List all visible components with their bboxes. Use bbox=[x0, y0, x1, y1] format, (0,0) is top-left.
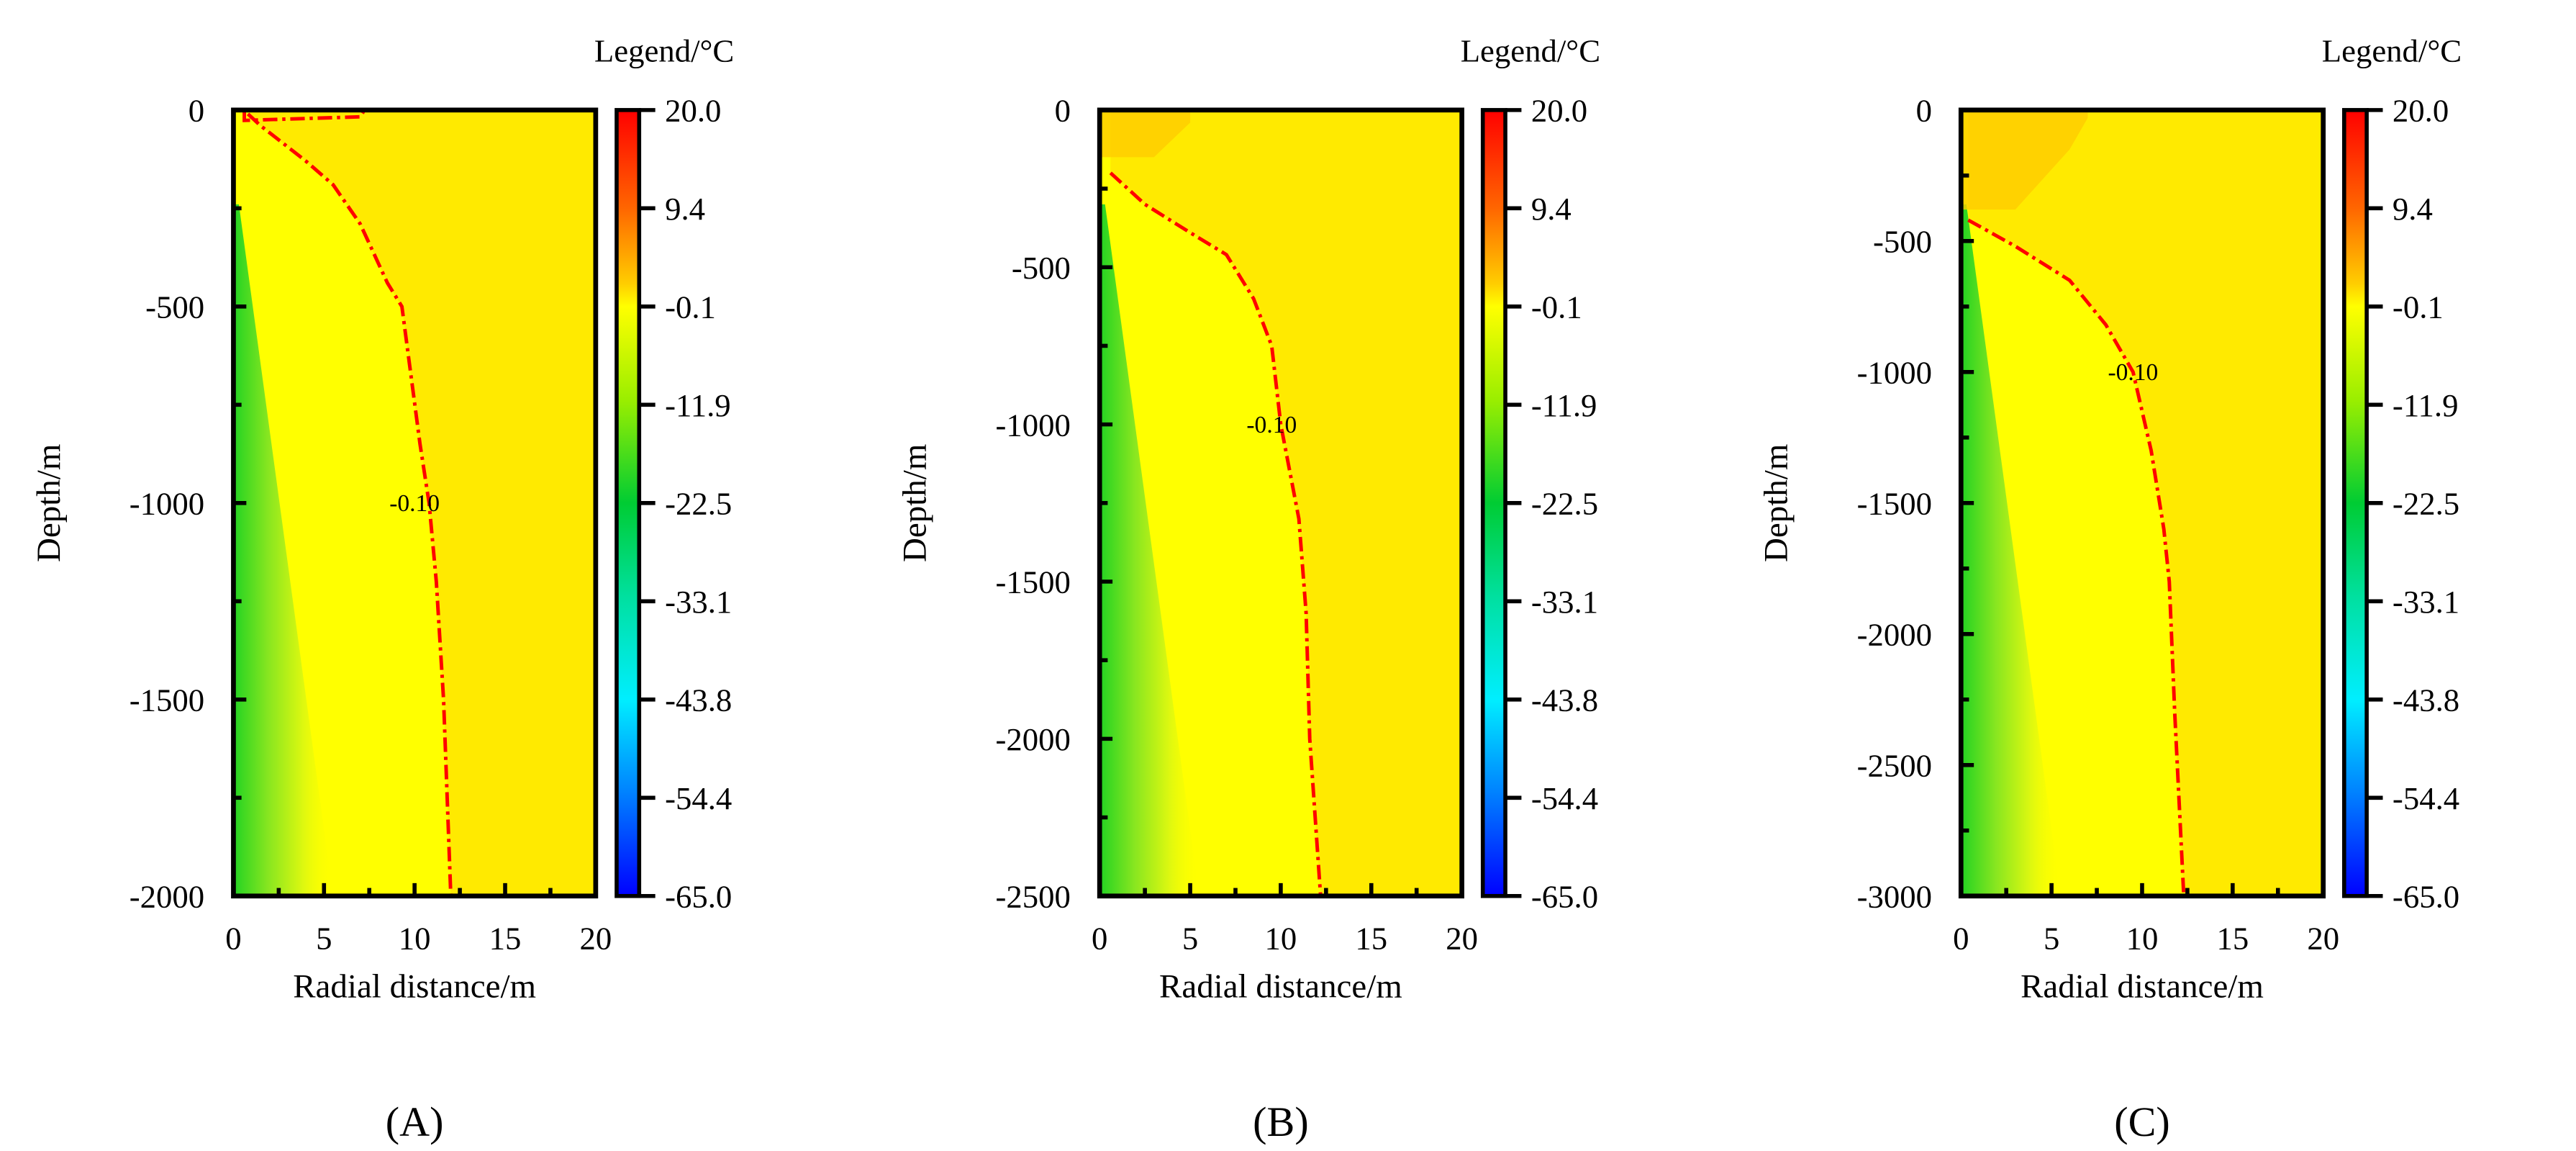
colorbar-tick-label: -0.1 bbox=[665, 289, 716, 325]
y-tick-label: -2000 bbox=[996, 721, 1071, 757]
colorbar-tick-label: -65.0 bbox=[665, 878, 732, 914]
panel-b: -0.10 0 -500 -1000 -1500 -2000 -2500 0 5 10 15 20 Ra… bbox=[897, 33, 1601, 1145]
y-tick-label: -500 bbox=[145, 289, 204, 325]
x-tick-label: 20 bbox=[580, 921, 612, 957]
frozen-zone-gradient bbox=[1099, 204, 1199, 896]
warm-zone-fill bbox=[1961, 109, 2088, 210]
colorbar bbox=[614, 108, 642, 898]
x-tick-label: 15 bbox=[489, 921, 522, 957]
y-tick-label: -1000 bbox=[1857, 354, 1932, 390]
colorbar-tick-label: 20.0 bbox=[2393, 93, 2449, 129]
x-tick-label: 0 bbox=[225, 921, 241, 957]
colorbar bbox=[2342, 108, 2369, 898]
colorbar-tick-label: -33.1 bbox=[665, 584, 732, 620]
legend-title: Legend/°C bbox=[594, 33, 734, 69]
colorbar-tick-label: 9.4 bbox=[1531, 191, 1572, 227]
colorbar-tick-label: 9.4 bbox=[665, 191, 705, 227]
panel-label: (C) bbox=[2114, 1098, 2170, 1145]
colorbar-tick-label: -54.4 bbox=[665, 780, 732, 816]
contour-line-top bbox=[242, 110, 366, 122]
y-tick-label: -2500 bbox=[1857, 747, 1932, 783]
colorbar-tick-label: -0.1 bbox=[2393, 289, 2444, 325]
colorbar-tick-label: -43.8 bbox=[1531, 682, 1598, 718]
x-tick-label: 5 bbox=[316, 921, 332, 957]
y-axis-label: Depth/m bbox=[30, 444, 68, 562]
contour-label: -0.10 bbox=[389, 490, 440, 517]
x-tick-label: 10 bbox=[1265, 921, 1297, 957]
legend-title: Legend/°C bbox=[1461, 33, 1600, 69]
y-tick-label: 0 bbox=[189, 93, 204, 129]
contour-label: -0.10 bbox=[1246, 412, 1297, 438]
y-tick-label: -2000 bbox=[1857, 616, 1932, 652]
y-tick-label: -500 bbox=[1012, 250, 1071, 286]
x-tick-label: 0 bbox=[1092, 921, 1107, 957]
colorbar-tick-label: -11.9 bbox=[1531, 387, 1597, 423]
colorbar-tick-label: 20.0 bbox=[1531, 93, 1587, 129]
colorbar-tick-label: -33.1 bbox=[1531, 584, 1598, 620]
y-tick-label: -3000 bbox=[1857, 878, 1932, 914]
y-tick-label: -1500 bbox=[996, 564, 1071, 600]
colorbar-tick-label: 20.0 bbox=[665, 93, 721, 129]
x-tick-label: 15 bbox=[2216, 921, 2249, 957]
colorbar-tick-label: -22.5 bbox=[1531, 485, 1598, 521]
colorbar-tick-label: -43.8 bbox=[2393, 682, 2459, 718]
x-tick-label: 0 bbox=[1953, 921, 1969, 957]
contour-line bbox=[246, 112, 453, 896]
contour-line bbox=[1967, 218, 2186, 896]
legend-title: Legend/°C bbox=[2322, 33, 2462, 69]
x-tick-label: 20 bbox=[2307, 921, 2339, 957]
contour-label: -0.10 bbox=[2108, 359, 2158, 386]
y-tick-label: 0 bbox=[1916, 93, 1932, 129]
x-tick-label: 10 bbox=[399, 921, 431, 957]
y-axis-label: Depth/m bbox=[1758, 444, 1795, 562]
colorbar-tick-label: -33.1 bbox=[2393, 584, 2459, 620]
contour-line bbox=[1109, 171, 1323, 896]
colorbar-tick-label: -0.1 bbox=[1531, 289, 1582, 325]
warm-zone-fill bbox=[1099, 109, 1191, 158]
colorbar-tick-label: -11.9 bbox=[665, 387, 731, 423]
x-tick-label: 10 bbox=[2126, 921, 2159, 957]
x-tick-label: 5 bbox=[1182, 921, 1198, 957]
x-axis-label: Radial distance/m bbox=[1159, 968, 1402, 1006]
colorbar-tick-label: -43.8 bbox=[665, 682, 732, 718]
x-axis-label: Radial distance/m bbox=[293, 968, 536, 1006]
colorbar-tick-label: -54.4 bbox=[1531, 780, 1598, 816]
colorbar-tick-label: -54.4 bbox=[2393, 780, 2459, 816]
colorbar-tick-label: -22.5 bbox=[665, 485, 732, 521]
colorbar bbox=[1480, 108, 1507, 898]
colorbar-tick-label: 9.4 bbox=[2393, 191, 2433, 227]
y-tick-label: -1500 bbox=[130, 682, 204, 718]
y-tick-label: -1000 bbox=[130, 485, 204, 521]
colorbar-tick-label: -65.0 bbox=[2393, 878, 2459, 914]
y-tick-label: -2000 bbox=[130, 878, 204, 914]
x-tick-label: 20 bbox=[1446, 921, 1478, 957]
y-tick-label: -500 bbox=[1873, 224, 1932, 260]
x-axis-label: Radial distance/m bbox=[2021, 968, 2264, 1006]
frozen-zone-gradient bbox=[233, 204, 333, 896]
frozen-zone-gradient bbox=[1961, 204, 2061, 896]
colorbar-tick-label: -11.9 bbox=[2393, 387, 2459, 423]
x-tick-label: 5 bbox=[2044, 921, 2059, 957]
panel-c: -0.10 0 -500 -1000 -1500 -2000 -2500 -3000 0 5 10 1… bbox=[1758, 33, 2462, 1145]
y-tick-label: -2500 bbox=[996, 878, 1071, 914]
colorbar-tick-label: -22.5 bbox=[2393, 485, 2459, 521]
y-tick-label: -1000 bbox=[996, 407, 1071, 443]
panel-label: (A) bbox=[386, 1098, 444, 1145]
y-tick-label: 0 bbox=[1055, 93, 1071, 129]
colorbar-tick-label: -65.0 bbox=[1531, 878, 1598, 914]
panel-label: (B) bbox=[1253, 1098, 1309, 1145]
x-tick-label: 15 bbox=[1355, 921, 1387, 957]
y-tick-label: -1500 bbox=[1857, 485, 1932, 521]
panel-a: -0.10 0 -500 -1000 -1500 -2000 0 5 10 15 20 Radial … bbox=[30, 33, 735, 1145]
y-axis-label: Depth/m bbox=[897, 444, 934, 562]
